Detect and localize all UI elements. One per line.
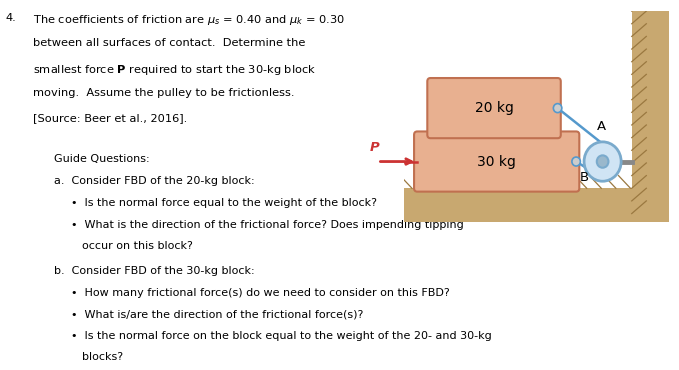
Text: smallest force $\mathbf{P}$ required to start the 30-kg block: smallest force $\mathbf{P}$ required to … bbox=[33, 63, 316, 77]
Text: A: A bbox=[597, 120, 606, 134]
FancyBboxPatch shape bbox=[414, 131, 579, 192]
Text: b.  Consider FBD of the 30-kg block:: b. Consider FBD of the 30-kg block: bbox=[54, 266, 255, 276]
Circle shape bbox=[597, 155, 608, 168]
Text: •  Is the normal force on the block equal to the weight of the 20- and 30-kg: • Is the normal force on the block equal… bbox=[71, 331, 492, 341]
Text: The coefficients of friction are $\mu_s$ = 0.40 and $\mu_k$ = 0.30: The coefficients of friction are $\mu_s$… bbox=[33, 13, 345, 27]
Text: 20 kg: 20 kg bbox=[475, 101, 513, 115]
Text: •  What is/are the direction of the frictional force(s)?: • What is/are the direction of the frict… bbox=[71, 310, 364, 320]
Text: between all surfaces of contact.  Determine the: between all surfaces of contact. Determi… bbox=[33, 38, 305, 48]
Circle shape bbox=[572, 157, 581, 166]
Text: blocks?: blocks? bbox=[82, 352, 124, 362]
Text: P: P bbox=[370, 141, 380, 154]
Circle shape bbox=[584, 142, 621, 181]
Text: 30 kg: 30 kg bbox=[477, 155, 516, 169]
Text: occur on this block?: occur on this block? bbox=[82, 241, 193, 251]
Text: moving.  Assume the pulley to be frictionless.: moving. Assume the pulley to be friction… bbox=[33, 88, 294, 98]
Circle shape bbox=[553, 104, 562, 112]
Text: •  What is the direction of the frictional force? Does impending tipping: • What is the direction of the frictiona… bbox=[71, 221, 464, 231]
Text: •  How many frictional force(s) do we need to consider on this FBD?: • How many frictional force(s) do we nee… bbox=[71, 288, 450, 299]
FancyBboxPatch shape bbox=[427, 78, 561, 138]
Text: •  Is the normal force equal to the weight of the block?: • Is the normal force equal to the weigh… bbox=[71, 198, 378, 208]
Text: [Source: Beer et al., 2016].: [Source: Beer et al., 2016]. bbox=[33, 114, 187, 124]
Polygon shape bbox=[404, 188, 631, 222]
Text: B: B bbox=[579, 171, 589, 184]
Text: Guide Questions:: Guide Questions: bbox=[54, 154, 150, 164]
Text: 4.: 4. bbox=[5, 13, 16, 23]
Polygon shape bbox=[631, 11, 669, 222]
Text: a.  Consider FBD of the 20-kg block:: a. Consider FBD of the 20-kg block: bbox=[54, 176, 255, 186]
